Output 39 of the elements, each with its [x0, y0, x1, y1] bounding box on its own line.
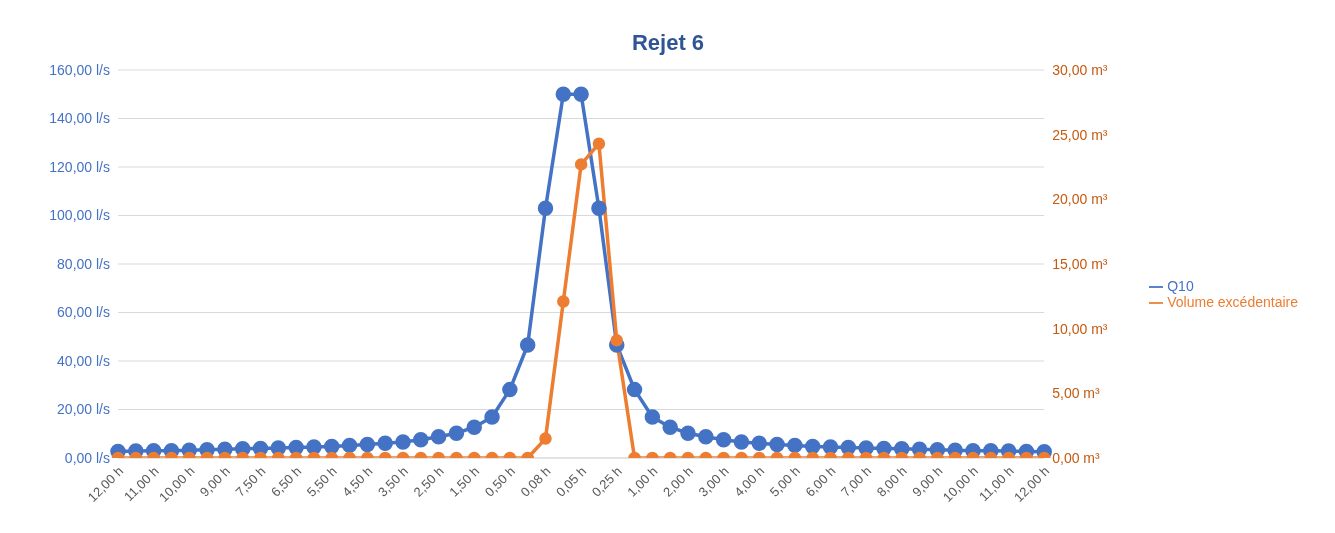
x-tick-label: 4,50 h — [339, 463, 376, 500]
y-tick-label: 60,00 l/s — [57, 304, 110, 321]
y2-tick-label: 5,00 m³ — [1052, 385, 1101, 402]
y-tick-label: 160,00 l/s — [49, 61, 110, 78]
y2-tick-label: 20,00 m³ — [1052, 191, 1108, 208]
x-tick-label: 3,50 h — [374, 463, 412, 500]
x-tick-label: 1,00 h — [624, 463, 661, 500]
x-tick-label: 7,50 h — [232, 463, 269, 500]
x-tick-label: 3,00 h — [695, 463, 732, 500]
y-tick-label: 140,00 l/s — [49, 110, 110, 127]
y-tick-label: 100,00 l/s — [49, 207, 110, 224]
y2-tick-label: 0,00 m³ — [1052, 449, 1101, 466]
x-tick-label: 6,50 h — [268, 463, 305, 500]
x-tick-label: 0,25 h — [588, 463, 625, 500]
x-tick-label: 0,08 h — [517, 463, 554, 500]
x-tick-label: 2,00 h — [659, 463, 697, 500]
y-tick-label: 40,00 l/s — [57, 352, 110, 369]
x-tick-label: 5,00 h — [766, 463, 803, 500]
x-tick-label: 1,50 h — [446, 463, 483, 500]
chart-title: Rejet 6 — [630, 29, 706, 57]
legend-label: Volume excédentaire — [1167, 294, 1298, 310]
y2-tick-label: 25,00 m³ — [1052, 126, 1108, 143]
x-tick-label: 6,00 h — [802, 463, 839, 500]
y-tick-label: 20,00 l/s — [57, 401, 110, 418]
y-tick-label: 0,00 l/s — [64, 449, 110, 466]
x-tick-label: 4,00 h — [731, 463, 768, 500]
x-tick-label: 8,00 h — [873, 463, 910, 500]
y-tick-label: 80,00 l/s — [57, 255, 110, 272]
x-tick-label: 7,00 h — [838, 463, 875, 500]
x-tick-label: 2,50 h — [410, 463, 447, 500]
y-tick-label: 120,00 l/s — [49, 158, 110, 175]
legend-label: Q10 — [1167, 277, 1194, 294]
x-tick-label: 0,50 h — [481, 463, 518, 500]
x-tick-label: 0,05 h — [553, 463, 590, 500]
y2-tick-label: 30,00 m³ — [1052, 61, 1108, 78]
x-tick-label: 5,50 h — [303, 463, 340, 500]
x-tick-label: 9,00 h — [196, 463, 233, 500]
y2-tick-label: 10,00 m³ — [1052, 320, 1108, 337]
y2-tick-label: 15,00 m³ — [1052, 255, 1108, 272]
